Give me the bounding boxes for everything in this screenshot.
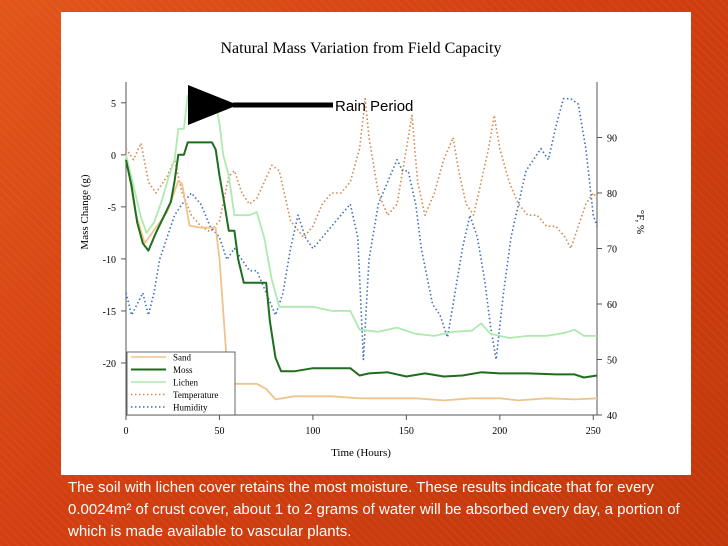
chart-svg: Natural Mass Variation from Field Capaci… — [79, 40, 646, 459]
y-axis-label: Mass Change (g) — [79, 174, 91, 249]
rain-period-annotation: Rain Period — [335, 98, 413, 115]
chart-legend: Sand Moss Lichen Temperature Humidity — [126, 351, 236, 416]
series-line-humidity — [125, 97, 598, 361]
x-axis-label: Time (Hours) — [331, 447, 391, 459]
legend-label-humidity: Humidity — [173, 403, 208, 413]
y2-tick-label: 60 — [607, 300, 617, 311]
x-tick-label: 50 — [214, 426, 224, 437]
series-layer — [125, 94, 598, 402]
series-line-lichen — [125, 94, 597, 339]
chart-title: Natural Mass Variation from Field Capaci… — [221, 40, 502, 57]
y-tick-label: 5 — [111, 99, 116, 110]
y2-tick-label: 50 — [607, 356, 617, 367]
y-tick-label: -5 — [108, 203, 116, 214]
y-tick-label: -15 — [103, 307, 116, 318]
y2-tick-label: 70 — [607, 245, 617, 256]
series-line-temperature — [125, 97, 598, 250]
x-tick-label: 0 — [124, 426, 129, 437]
series-line-moss — [125, 141, 598, 379]
legend-label-sand: Sand — [173, 353, 192, 363]
legend-label-temperature: Temperature — [173, 390, 218, 400]
x-tick-label: 100 — [305, 426, 320, 437]
caption-text: The soil with lichen cover retains the m… — [68, 479, 680, 540]
y2-tick-label: 90 — [607, 134, 617, 145]
y2-axis-label: °F, % — [634, 210, 646, 234]
y-tick-label: 0 — [111, 151, 116, 162]
chart-panel: Natural Mass Variation from Field Capaci… — [61, 12, 691, 475]
y-axis-ticks: 5 0 -5 -10 -15 -20 — [103, 99, 126, 370]
y2-tick-label: 80 — [607, 189, 617, 200]
y-tick-label: -10 — [103, 255, 116, 266]
x-axis-ticks: 0 50 100 150 200 250 — [124, 415, 601, 437]
y2-axis-ticks: 90 80 70 60 50 40 — [597, 134, 617, 422]
x-tick-label: 150 — [399, 426, 414, 437]
y2-tick-label: 40 — [607, 411, 617, 422]
legend-label-lichen: Lichen — [173, 378, 198, 388]
legend-label-moss: Moss — [173, 365, 193, 375]
y-tick-label: -20 — [103, 359, 116, 370]
x-tick-label: 200 — [492, 426, 507, 437]
x-tick-label: 250 — [586, 426, 601, 437]
legend-box — [126, 351, 236, 416]
